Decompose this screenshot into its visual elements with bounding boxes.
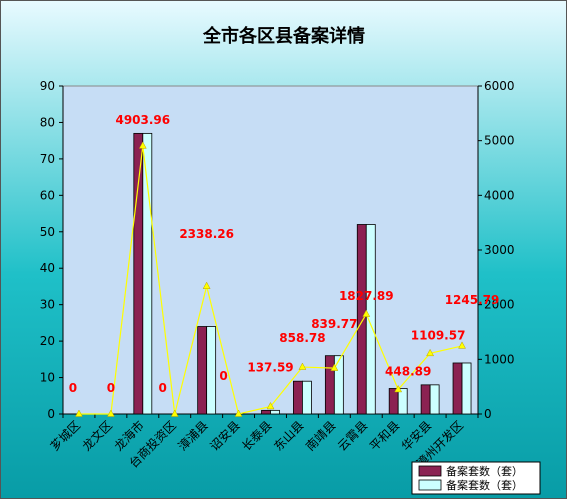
data-label: 0 xyxy=(107,381,115,395)
line-marker xyxy=(298,362,307,370)
data-label: 1109.57 xyxy=(411,328,466,342)
y-left-tick-label: 10 xyxy=(40,371,55,385)
legend-swatch-series-1 xyxy=(418,465,442,477)
bar-series-2 xyxy=(461,362,472,415)
line-marker xyxy=(106,409,115,417)
bar-series-2 xyxy=(270,409,280,415)
data-label: 0 xyxy=(159,381,167,395)
bar-series-1 xyxy=(324,355,335,415)
line-marker xyxy=(394,384,403,393)
line-marker xyxy=(234,409,243,417)
line-marker xyxy=(138,141,147,149)
y-left-tick-label: 50 xyxy=(40,225,55,239)
bar-series-1 xyxy=(452,362,463,415)
y-right-tick-label: 2000 xyxy=(484,298,515,312)
line-marker xyxy=(170,409,179,417)
y-left-tick-label: 0 xyxy=(47,407,55,421)
bar-series-2 xyxy=(429,384,440,415)
legend: 备案套数（套） 备案套数（套） xyxy=(411,461,541,495)
y-right-tick-label: 5000 xyxy=(484,134,515,148)
bar-series-2 xyxy=(397,388,408,415)
line-marker xyxy=(266,401,275,410)
data-label: 1245.79 xyxy=(445,293,500,307)
bars-layer xyxy=(133,132,472,415)
data-label: 0 xyxy=(69,381,77,395)
line-marker xyxy=(202,281,211,289)
data-label: 858.78 xyxy=(279,331,325,345)
y-right-tick-label: 0 xyxy=(484,407,492,421)
data-label: 839.77 xyxy=(311,317,357,331)
bar-series-1 xyxy=(420,384,431,415)
bar-series-2 xyxy=(365,224,376,415)
line-marker xyxy=(362,309,371,317)
bar-series-1 xyxy=(388,388,399,415)
data-label: 2338.26 xyxy=(179,227,234,241)
y-left-tick-label: 60 xyxy=(40,188,55,202)
bar-series-2 xyxy=(142,132,153,415)
bar-series-1 xyxy=(356,224,367,415)
plot-area xyxy=(62,85,479,415)
bar-series-2 xyxy=(333,355,344,415)
bar-series-2 xyxy=(302,380,312,415)
y-right-tick-label: 1000 xyxy=(484,352,515,366)
line-layer xyxy=(75,141,466,417)
data-label: 0 xyxy=(219,369,227,383)
legend-label-series-2: 备案套数（套） xyxy=(446,478,523,492)
legend-label-series-1: 备案套数（套） xyxy=(446,464,523,478)
line-marker xyxy=(330,363,339,371)
data-label: 1827.89 xyxy=(339,289,394,303)
bar-series-1 xyxy=(133,132,144,415)
y-left-tick-label: 40 xyxy=(40,261,55,275)
y-left-tick-label: 70 xyxy=(40,152,55,166)
data-label: 448.89 xyxy=(385,364,431,378)
data-label: 137.59 xyxy=(247,360,293,374)
bar-series-1 xyxy=(261,409,271,415)
line-marker xyxy=(75,409,83,417)
bar-series-1 xyxy=(293,380,303,415)
bar-series-1 xyxy=(197,326,208,415)
legend-swatch-series-2 xyxy=(418,479,442,491)
line-marker xyxy=(426,348,435,357)
y-right-tick-label: 3000 xyxy=(484,243,515,257)
y-left-tick-label: 80 xyxy=(40,115,55,129)
y-right-tick-label: 4000 xyxy=(484,188,515,202)
y-left-tick-label: 20 xyxy=(40,334,55,348)
line-marker xyxy=(458,341,466,349)
y-left-tick-label: 30 xyxy=(40,298,55,312)
chart-title: 全市各区县备案详情 xyxy=(202,25,365,47)
y-left-tick-label: 90 xyxy=(40,79,55,93)
data-label: 4903.96 xyxy=(115,113,170,127)
bar-series-2 xyxy=(206,326,217,415)
y-right-tick-label: 6000 xyxy=(484,79,515,93)
